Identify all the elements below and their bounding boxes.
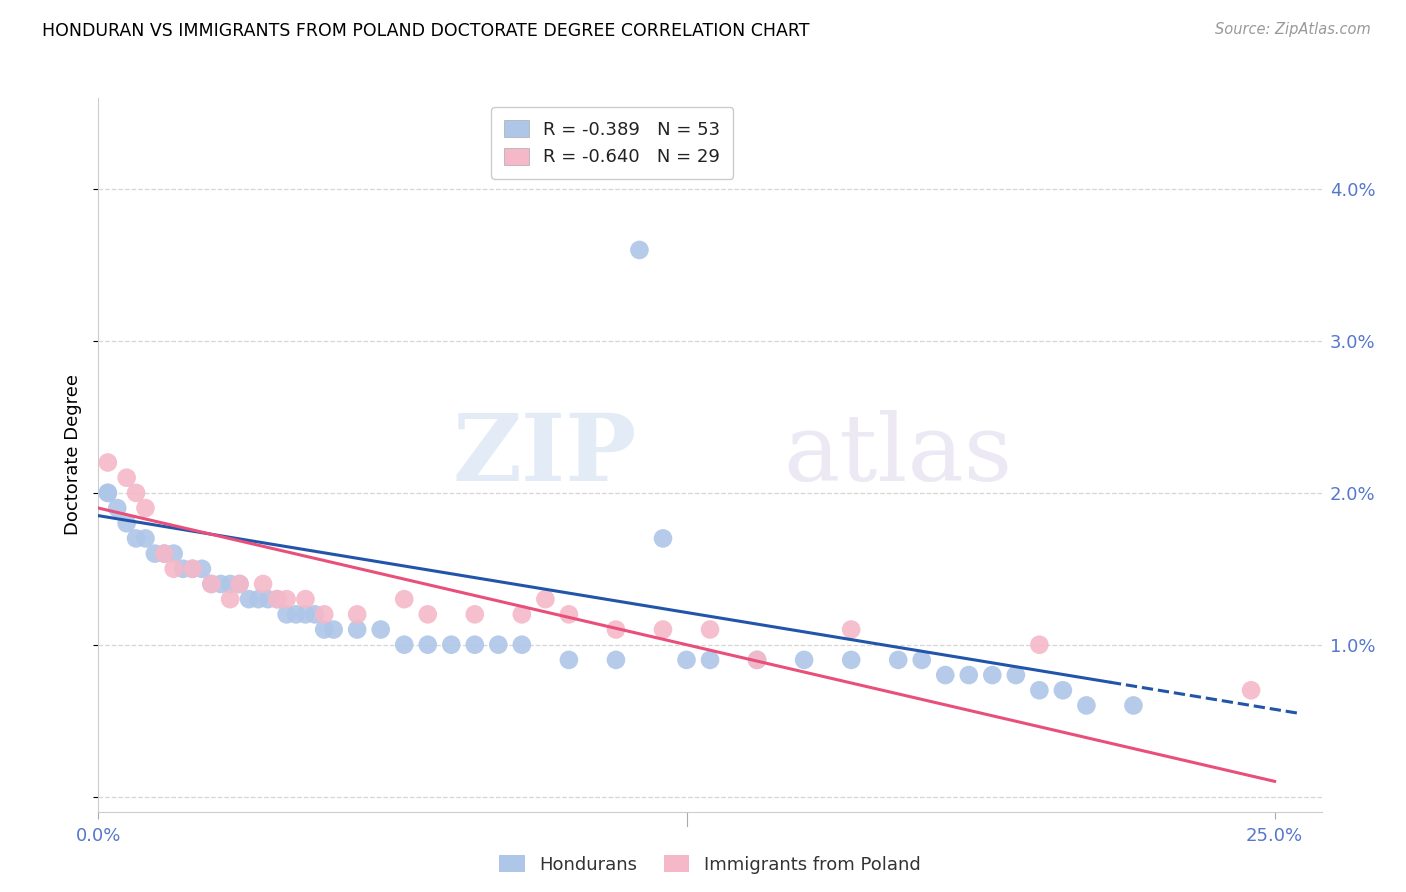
Point xyxy=(605,623,627,637)
Point xyxy=(464,607,486,622)
Point xyxy=(181,562,204,576)
Point xyxy=(97,456,120,470)
Point xyxy=(294,592,316,607)
Point xyxy=(252,577,274,591)
Text: atlas: atlas xyxy=(783,410,1012,500)
Point xyxy=(105,501,128,516)
Point xyxy=(464,638,486,652)
Point xyxy=(238,592,260,607)
Point xyxy=(392,638,416,652)
Point xyxy=(153,547,176,561)
Point xyxy=(605,653,627,667)
Point xyxy=(1076,698,1098,713)
Point xyxy=(628,243,651,257)
Point xyxy=(228,577,250,591)
Point xyxy=(934,668,956,682)
Point xyxy=(392,592,416,607)
Point xyxy=(887,653,910,667)
Point xyxy=(957,668,980,682)
Point xyxy=(125,486,148,500)
Point xyxy=(97,486,120,500)
Point xyxy=(163,547,186,561)
Point xyxy=(839,623,862,637)
Point xyxy=(1028,683,1050,698)
Point xyxy=(125,532,148,546)
Point xyxy=(115,471,138,485)
Point xyxy=(276,592,298,607)
Point xyxy=(266,592,288,607)
Text: HONDURAN VS IMMIGRANTS FROM POLAND DOCTORATE DEGREE CORRELATION CHART: HONDURAN VS IMMIGRANTS FROM POLAND DOCTO… xyxy=(42,22,810,40)
Point xyxy=(172,562,194,576)
Point xyxy=(1122,698,1144,713)
Point xyxy=(699,623,721,637)
Point xyxy=(134,501,156,516)
Point xyxy=(134,532,156,546)
Point xyxy=(981,668,1004,682)
Point xyxy=(115,516,138,531)
Point xyxy=(1240,683,1263,698)
Point xyxy=(200,577,222,591)
Point xyxy=(558,607,581,622)
Point xyxy=(181,562,204,576)
Point xyxy=(285,607,308,622)
Point xyxy=(911,653,934,667)
Point xyxy=(228,577,250,591)
Point xyxy=(304,607,326,622)
Text: Source: ZipAtlas.com: Source: ZipAtlas.com xyxy=(1215,22,1371,37)
Point xyxy=(1028,638,1050,652)
Point xyxy=(745,653,768,667)
Point xyxy=(314,623,336,637)
Point xyxy=(416,638,439,652)
Point xyxy=(510,607,533,622)
Y-axis label: Doctorate Degree: Doctorate Degree xyxy=(65,375,83,535)
Point xyxy=(652,623,675,637)
Point xyxy=(1004,668,1026,682)
Point xyxy=(1052,683,1074,698)
Point xyxy=(370,623,392,637)
Point xyxy=(219,577,242,591)
Point xyxy=(534,592,557,607)
Point xyxy=(97,486,120,500)
Point xyxy=(745,653,768,667)
Point xyxy=(276,607,298,622)
Point xyxy=(652,532,675,546)
Point xyxy=(486,638,509,652)
Text: ZIP: ZIP xyxy=(453,410,637,500)
Point xyxy=(510,638,533,652)
Legend: Hondurans, Immigrants from Poland: Hondurans, Immigrants from Poland xyxy=(492,848,928,881)
Point xyxy=(346,607,368,622)
Point xyxy=(143,547,166,561)
Point xyxy=(266,592,288,607)
Point xyxy=(153,547,176,561)
Point xyxy=(314,607,336,622)
Point xyxy=(675,653,697,667)
Point xyxy=(346,623,368,637)
Point xyxy=(191,562,214,576)
Point xyxy=(558,653,581,667)
Point xyxy=(200,577,222,591)
Point xyxy=(839,653,862,667)
Point xyxy=(256,592,278,607)
Point xyxy=(209,577,232,591)
Point xyxy=(440,638,463,652)
Point xyxy=(416,607,439,622)
Point xyxy=(219,592,242,607)
Point xyxy=(699,653,721,667)
Point xyxy=(163,562,186,576)
Point xyxy=(294,607,316,622)
Point xyxy=(247,592,270,607)
Point xyxy=(322,623,344,637)
Point xyxy=(793,653,815,667)
